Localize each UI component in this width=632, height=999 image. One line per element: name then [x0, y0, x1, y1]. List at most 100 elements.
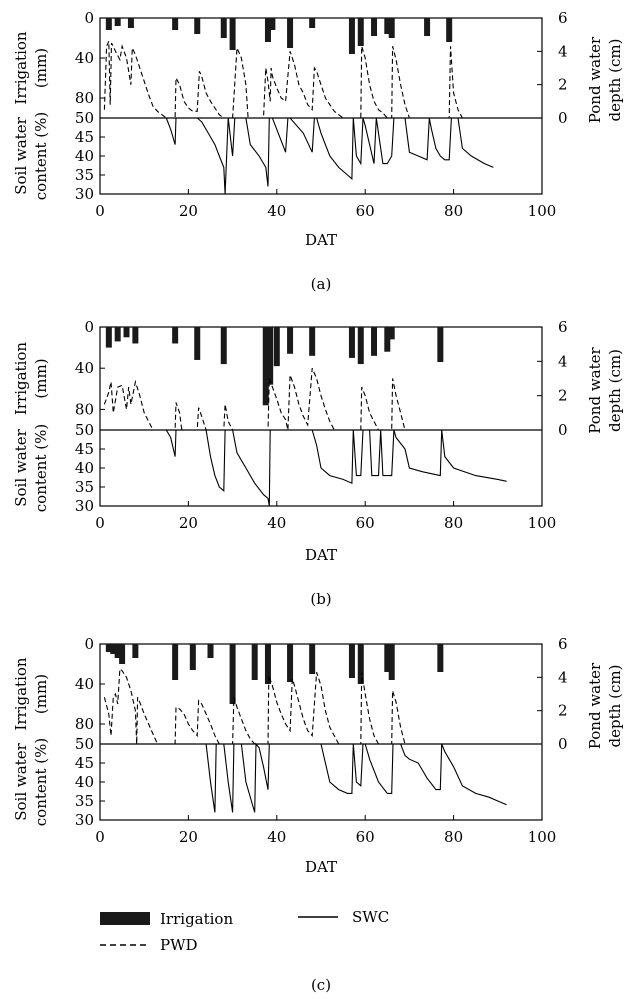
- irrigation-bar: [309, 644, 316, 674]
- irrigation-bar: [110, 644, 117, 654]
- swc-axis-unit: content (%): [32, 112, 50, 200]
- legend-irrigation-label: Irrigation: [160, 910, 233, 928]
- swc-tick-label: 40: [75, 147, 94, 165]
- irrigation-bar: [384, 644, 391, 672]
- irrigation-tick-label: 40: [75, 675, 94, 693]
- x-tick-label: 0: [95, 828, 105, 846]
- irrigation-bar: [123, 327, 130, 338]
- swc-tick-label: 50: [75, 421, 94, 439]
- irrigation-bar: [437, 644, 444, 672]
- legend-irrigation-swatch: [100, 912, 150, 925]
- pond-depth-tick-label: 4: [558, 42, 568, 60]
- irrigation-bar: [194, 327, 201, 360]
- irrigation-tick-label: 0: [84, 318, 94, 336]
- irrigation-bar: [357, 644, 364, 684]
- irrigation-bar: [264, 644, 271, 684]
- swc-axis-label: Soil water: [12, 428, 30, 506]
- irrigation-bar: [229, 18, 236, 50]
- x-axis-label: DAT: [305, 858, 337, 876]
- x-tick-label: 60: [356, 514, 375, 532]
- x-tick-label: 20: [179, 514, 198, 532]
- irrigation-bar: [371, 327, 378, 356]
- irrigation-bar: [105, 327, 112, 348]
- pond-depth-axis-unit: depth (cm): [606, 349, 624, 432]
- pond-depth-tick-label: 2: [558, 387, 568, 405]
- irrigation-bar: [220, 18, 227, 38]
- pond-depth-tick-label: 0: [558, 735, 568, 753]
- pond-depth-axis-label: Pond water: [586, 36, 604, 123]
- swc-tick-label: 40: [75, 459, 94, 477]
- pond-depth-tick-label: 6: [558, 318, 568, 336]
- pond-depth-axis-unit: depth (cm): [606, 39, 624, 122]
- irrigation-bar: [264, 18, 271, 42]
- pond-depth-tick-label: 0: [558, 421, 568, 439]
- x-tick-label: 0: [95, 514, 105, 532]
- irrigation-bar: [357, 327, 364, 365]
- x-tick-label: 100: [528, 202, 557, 220]
- swc-tick-label: 40: [75, 773, 94, 791]
- swc-axis-unit: content (%): [32, 424, 50, 512]
- irrigation-bar: [357, 18, 364, 46]
- pond-depth-tick-label: 2: [558, 76, 568, 94]
- irrigation-bar: [371, 18, 378, 36]
- irrigation-bar: [172, 327, 179, 344]
- irrigation-bar: [207, 644, 214, 658]
- swc-axis-label: Soil water: [12, 742, 30, 820]
- irrigation-bar: [220, 327, 227, 365]
- irrigation-tick-label: 80: [75, 89, 94, 107]
- panel-label: (c): [311, 976, 331, 994]
- x-axis-label: DAT: [305, 546, 337, 564]
- irrigation-bar: [189, 644, 196, 670]
- x-tick-label: 80: [444, 514, 463, 532]
- panel-label: (b): [310, 590, 331, 608]
- irrigation-bar: [127, 18, 134, 28]
- x-tick-label: 40: [267, 202, 286, 220]
- plot-frame: [99, 643, 543, 821]
- pond-depth-tick-label: 4: [558, 352, 568, 370]
- irrigation-bar: [114, 644, 121, 658]
- x-axis-label: DAT: [305, 231, 337, 249]
- irrigation-axis-label: Irrigation: [12, 657, 30, 730]
- swc-line: [165, 429, 507, 507]
- irrigation-tick-label: 40: [75, 359, 94, 377]
- irrigation-bar: [388, 327, 395, 340]
- pond-depth-tick-label: 2: [558, 702, 568, 720]
- pond-depth-line: [103, 367, 406, 431]
- pond-depth-tick-label: 0: [558, 109, 568, 127]
- swc-axis-label: Soil water: [12, 116, 30, 194]
- x-tick-label: 40: [267, 828, 286, 846]
- irrigation-tick-label: 80: [75, 400, 94, 418]
- x-tick-label: 100: [528, 828, 557, 846]
- irrigation-bar: [119, 644, 126, 664]
- swc-tick-label: 50: [75, 735, 94, 753]
- pond-depth-axis-label: Pond water: [586, 346, 604, 433]
- irrigation-bar: [114, 18, 121, 26]
- irrigation-bar: [287, 18, 294, 48]
- irrigation-bar: [287, 644, 294, 682]
- x-tick-label: 100: [528, 514, 557, 532]
- irrigation-bar: [172, 18, 179, 30]
- swc-tick-label: 35: [75, 166, 94, 184]
- irrigation-bar: [172, 644, 179, 680]
- legend: Irrigation SWC PWD: [100, 908, 389, 954]
- irrigation-bar: [384, 18, 391, 34]
- irrigation-bar: [446, 18, 453, 42]
- legend-pwd-label: PWD: [160, 936, 198, 954]
- irrigation-bar: [388, 18, 395, 38]
- swc-tick-label: 30: [75, 185, 94, 203]
- irrigation-bar: [384, 327, 391, 352]
- irrigation-bar: [309, 18, 316, 28]
- irrigation-axis-label: Irrigation: [12, 31, 30, 104]
- pond-depth-axis-label: Pond water: [586, 662, 604, 749]
- irrigation-bar: [132, 327, 139, 344]
- irrigation-axis-unit: (mm): [32, 358, 50, 398]
- swc-tick-label: 35: [75, 792, 94, 810]
- irrigation-tick-label: 80: [75, 715, 94, 733]
- x-tick-label: 20: [179, 202, 198, 220]
- irrigation-bar: [194, 18, 201, 34]
- irrigation-bar: [262, 327, 269, 406]
- x-tick-label: 60: [356, 202, 375, 220]
